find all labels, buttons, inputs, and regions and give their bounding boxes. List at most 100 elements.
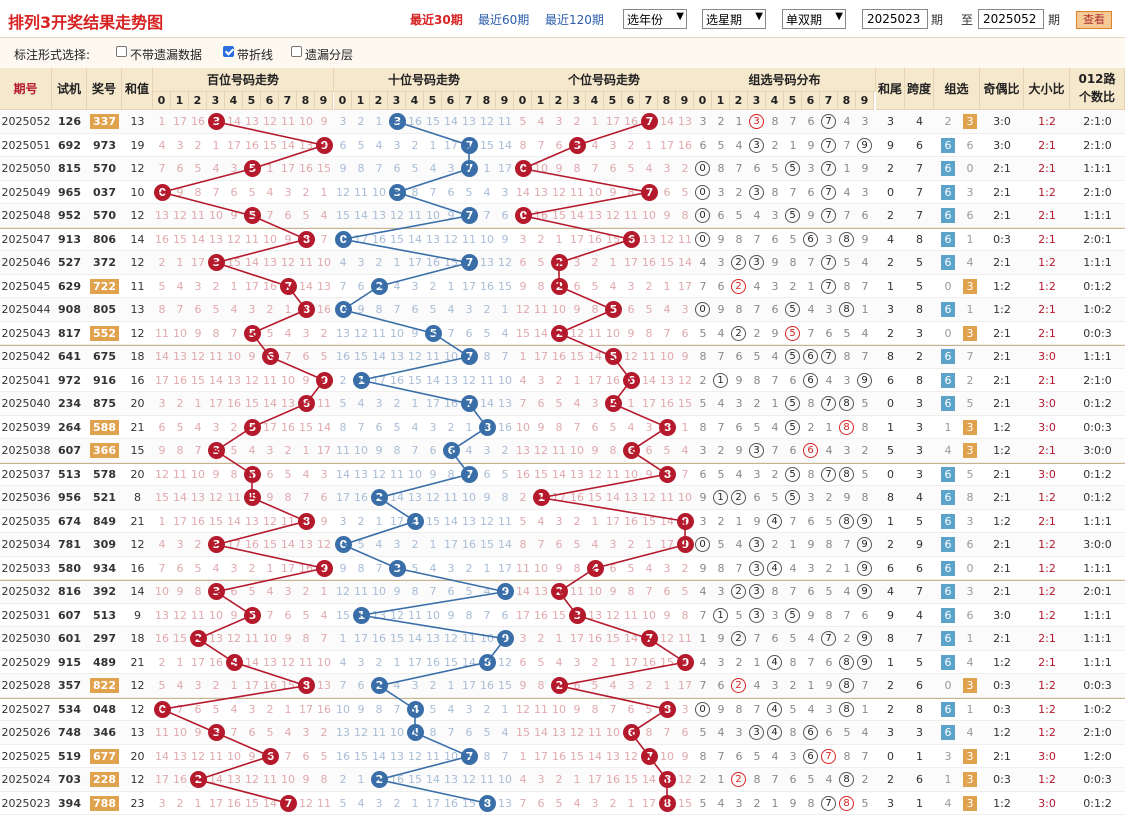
miss-value: 11 — [426, 350, 440, 363]
miss-value: 15 — [678, 397, 692, 410]
miss-value: 16 — [552, 749, 566, 763]
group-miss-value: 5 — [699, 796, 707, 810]
miss-value: 16 — [299, 162, 313, 175]
group3-badge: 1 — [966, 632, 974, 645]
column-header-period[interactable]: 期号 — [0, 68, 52, 110]
group-miss-value: 5 — [699, 397, 707, 410]
chevron-down-icon: ▼ — [676, 11, 684, 22]
miss-value: 4 — [284, 326, 292, 340]
option-text-2[interactable]: 遗漏分层 — [305, 48, 354, 62]
sum-cell: 14 — [130, 585, 145, 598]
span-cell: 4 — [916, 608, 923, 622]
sum-tail-cell: 0 — [887, 185, 894, 199]
group-miss-value: 7 — [861, 679, 869, 692]
group6-badge: 6 — [941, 537, 955, 552]
miss-value: 9 — [627, 326, 635, 340]
group-miss-value: 9 — [717, 702, 725, 716]
draw-ball-u: 6 — [623, 442, 640, 459]
miss-value: 15 — [173, 232, 187, 246]
period-from-input[interactable]: 2025023 — [862, 9, 928, 29]
miss-value: 1 — [429, 138, 437, 152]
group-miss-value: 7 — [717, 420, 725, 434]
r-cell: 3:0:0 — [1083, 444, 1112, 457]
year-select[interactable]: 选年份 ▼ — [623, 9, 687, 29]
miss-value: 9 — [411, 326, 419, 340]
miss-value: 15 — [534, 467, 548, 481]
option-text-0[interactable]: 不带遗漏数据 — [130, 48, 203, 62]
miss-value: 2 — [393, 796, 401, 810]
miss-value: 15 — [336, 209, 350, 222]
miss-value: 3 — [537, 373, 545, 387]
miss-value: 1 — [429, 538, 437, 551]
sum-tail-cell: 6 — [887, 373, 894, 387]
digit-header: 6 — [622, 92, 640, 110]
miss-value: 17 — [191, 256, 205, 269]
range-30-link[interactable]: 最近30期 — [410, 13, 463, 27]
draw-ball-t: 3 — [389, 183, 406, 201]
group-digit-ring: 2 — [731, 631, 746, 646]
span-cell: 2 — [916, 350, 923, 363]
option-checkbox-1[interactable] — [223, 46, 234, 57]
miss-value: 3 — [609, 138, 617, 152]
miss-value: 14 — [606, 491, 620, 504]
miss-value: 9 — [537, 420, 545, 434]
group-miss-value: 7 — [771, 373, 779, 387]
group6-badge: 1 — [944, 420, 952, 434]
miss-value: 12 — [462, 373, 476, 387]
miss-value: 12 — [606, 209, 620, 222]
miss-value: 4 — [176, 679, 184, 692]
miss-value: 1 — [284, 303, 292, 316]
miss-value: 14 — [245, 655, 259, 669]
bs-cell: 2:1 — [1038, 162, 1056, 175]
sum-tail-cell: 1 — [887, 279, 894, 293]
option-text-1[interactable]: 带折线 — [237, 48, 274, 62]
draw-ball-u: 5 — [605, 395, 622, 412]
miss-value: 3 — [501, 185, 509, 199]
miss-value: 12 — [245, 373, 259, 387]
miss-value: 10 — [191, 467, 205, 481]
group-digit-ring: 5 — [785, 349, 800, 364]
miss-value: 14 — [372, 350, 386, 363]
miss-value: 13 — [588, 608, 602, 622]
digit-header: 1 — [712, 92, 730, 110]
group-miss-value: 6 — [699, 138, 707, 152]
group-miss-value: 3 — [699, 444, 707, 457]
miss-value: 5 — [230, 444, 238, 457]
sum-tail-cell: 3 — [887, 796, 894, 810]
range-120-link[interactable]: 最近120期 — [545, 13, 604, 27]
range-60-link[interactable]: 最近60期 — [478, 13, 530, 27]
miss-value: 7 — [501, 350, 509, 363]
miss-value: 10 — [336, 702, 350, 716]
option-checkbox-0[interactable] — [116, 46, 127, 57]
miss-value: 2 — [681, 561, 689, 575]
span-cell: 7 — [916, 209, 923, 222]
miss-value: 7 — [320, 232, 328, 246]
miss-value: 10 — [173, 726, 187, 739]
prize-number: 677 — [90, 748, 119, 764]
miss-value: 9 — [393, 585, 401, 598]
trial-cell: 915 — [58, 655, 81, 669]
query-button[interactable]: 查看 — [1076, 11, 1112, 29]
sum-cell: 12 — [130, 702, 145, 716]
option-checkbox-2[interactable] — [291, 46, 302, 57]
miss-value: 15 — [444, 256, 458, 269]
oe-cell: 1:2 — [993, 514, 1011, 528]
odd-even-period-select[interactable]: 单双期 ▼ — [782, 9, 846, 29]
miss-value: 16 — [390, 373, 404, 387]
period-to-input[interactable]: 2025052 — [978, 9, 1044, 29]
prize-cell: 578 — [87, 463, 122, 487]
draw-ball-h: 9 — [316, 371, 333, 389]
miss-value: 2 — [302, 185, 310, 199]
group6-badge: 6 — [941, 396, 955, 411]
miss-value: 14 — [552, 467, 566, 481]
miss-value: 17 — [155, 373, 169, 387]
group6-badge: 0 — [944, 279, 952, 293]
miss-value: 8 — [681, 608, 689, 622]
miss-value: 10 — [444, 749, 458, 763]
miss-value: 10 — [227, 749, 241, 763]
miss-value: 5 — [248, 185, 256, 199]
group-miss-value: 1 — [861, 303, 869, 316]
weekday-select[interactable]: 选星期 ▼ — [702, 9, 766, 29]
prize-cell: 489 — [87, 651, 122, 675]
prize-number: 916 — [93, 373, 116, 387]
